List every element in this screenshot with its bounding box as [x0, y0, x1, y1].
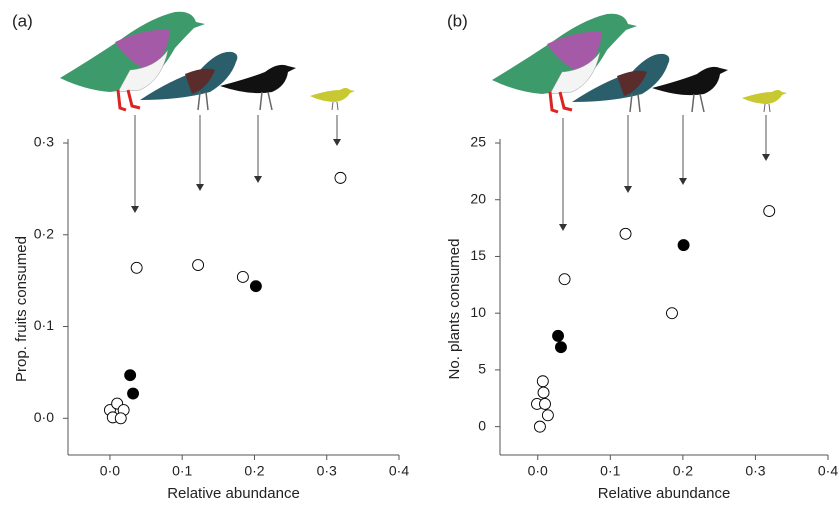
point: [128, 388, 139, 399]
y-axis-label: No. plants consumed: [446, 239, 463, 380]
point: [553, 330, 564, 341]
figure: (a) 0·0 0·1 0·2 0·3 0·0 0·1 0·2 0·3 0·4 Relative a…: [0, 0, 839, 505]
x-tick-label: 0·3: [317, 463, 337, 479]
y-tick-label: 0·3: [34, 134, 54, 150]
point: [534, 421, 545, 432]
y-tick-label: 0·1: [34, 317, 54, 333]
y-tick-label: 25: [470, 134, 486, 150]
point: [193, 260, 204, 271]
bird-illustrations: [60, 12, 355, 110]
x-tick-label: 0·1: [600, 463, 620, 479]
x-tick-label: 0·4: [818, 463, 838, 479]
x-tick-label: 0·0: [528, 463, 548, 479]
y-tick-label: 15: [470, 247, 486, 263]
point: [131, 262, 142, 273]
point: [537, 376, 548, 387]
point: [539, 398, 550, 409]
point: [115, 413, 126, 424]
x-tick-label: 0·3: [745, 463, 765, 479]
bird-illustrations: [492, 14, 787, 112]
point: [666, 308, 677, 319]
x-tick-label: 0·2: [673, 463, 693, 479]
point: [620, 228, 631, 239]
y-tick-label: 0: [478, 417, 486, 433]
point: [125, 370, 136, 381]
point: [764, 206, 775, 217]
panel-label: (b): [447, 11, 468, 30]
y-axis-label: Prop. fruits consumed: [13, 236, 30, 382]
y-tick-label: 5: [478, 361, 486, 377]
panel-label: (a): [12, 11, 33, 30]
point: [250, 281, 261, 292]
point: [678, 240, 689, 251]
point: [555, 342, 566, 353]
y-tick-label: 0·0: [34, 409, 54, 425]
x-tick-label: 0·1: [172, 463, 192, 479]
point: [559, 274, 570, 285]
arrows: [131, 115, 770, 231]
y-tick-label: 10: [470, 304, 486, 320]
point: [237, 271, 248, 282]
point: [335, 172, 346, 183]
point: [538, 387, 549, 398]
x-axis-label: Relative abundance: [598, 485, 731, 502]
y-tick-label: 20: [470, 190, 486, 206]
x-tick-label: 0·4: [389, 463, 409, 479]
point: [542, 410, 553, 421]
y-tick-label: 0·2: [34, 225, 54, 241]
x-tick-label: 0·0: [100, 463, 120, 479]
x-axis-label: Relative abundance: [167, 485, 300, 502]
x-tick-label: 0·2: [244, 463, 264, 479]
